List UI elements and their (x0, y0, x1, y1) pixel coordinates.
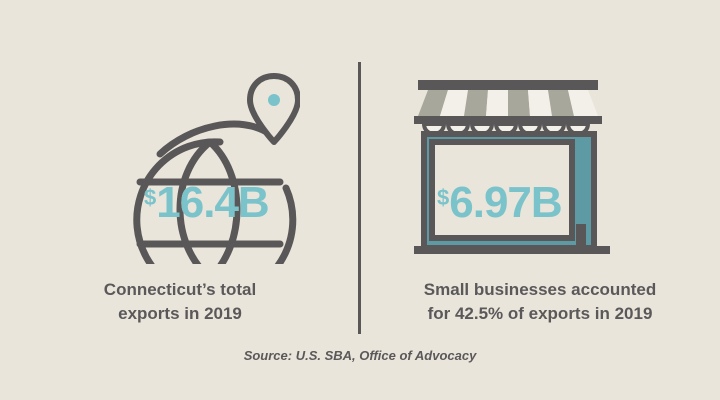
stat-number: 16.4B (156, 178, 269, 227)
currency-symbol: $ (144, 185, 156, 210)
left-caption: Connecticut’s total exports in 2019 (30, 278, 330, 326)
total-exports-value: $16.4B (144, 178, 270, 227)
globe-location-pin-icon (133, 73, 300, 264)
source-citation: Source: U.S. SBA, Office of Advocacy (243, 348, 477, 363)
right-stat-panel: $6.97B Small businesses accounted for 42… (360, 0, 720, 400)
divider (358, 62, 361, 334)
caption-line: Small businesses accounted (423, 280, 657, 299)
small-business-exports-value: $6.97B (437, 178, 563, 227)
currency-symbol: $ (437, 185, 449, 210)
storefront-awning-icon (414, 80, 610, 254)
caption-line: exports in 2019 (118, 304, 242, 323)
right-caption: Small businesses accounted for 42.5% of … (350, 278, 720, 326)
stat-number: 6.97B (449, 178, 562, 227)
caption-line: for 42.5% of exports in 2019 (427, 304, 653, 323)
left-stat-panel: $16.4B Connecticut’s total exports in 20… (30, 73, 330, 326)
caption-line: Connecticut’s total (103, 280, 257, 299)
